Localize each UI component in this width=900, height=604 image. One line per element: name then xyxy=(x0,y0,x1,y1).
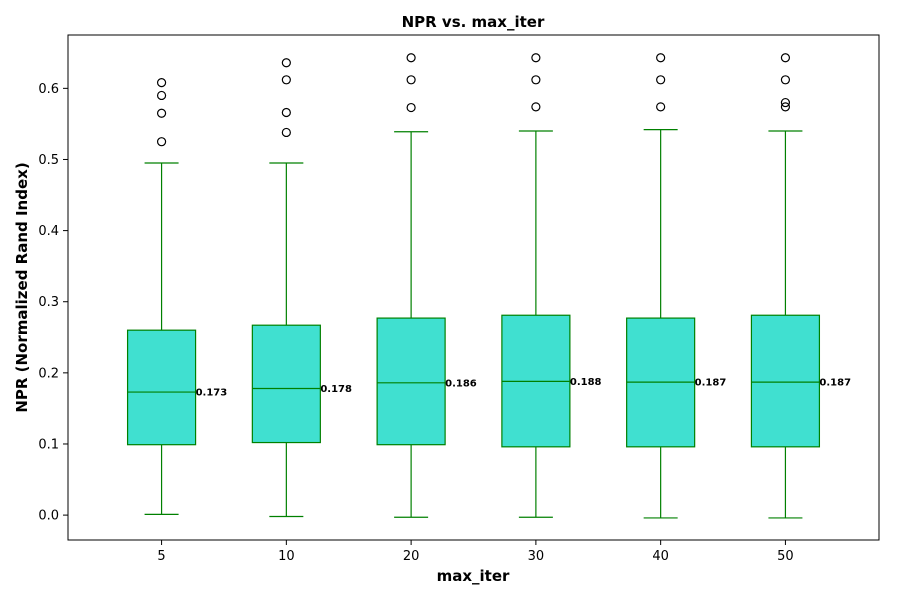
outlier-point xyxy=(281,107,291,118)
iqr-box xyxy=(376,317,446,446)
outlier-point xyxy=(406,75,416,85)
x-tick-label: 30 xyxy=(528,549,545,564)
median-value-label: 0.186 xyxy=(445,378,477,389)
outlier-point xyxy=(531,102,541,112)
outlier-point xyxy=(531,75,541,85)
median-value-label: 0.178 xyxy=(320,384,352,395)
plot-area: 0.0 0.1 0.2 0.3 0.4 0.5 0.6 5 10 20 30 40 50 0.173 0.1… xyxy=(38,53,851,564)
outlier-point xyxy=(531,53,541,63)
outlier-point xyxy=(281,75,291,85)
x-tick-label: 5 xyxy=(157,549,165,564)
iqr-box xyxy=(126,329,197,446)
y-tick-label: 0.1 xyxy=(38,437,59,452)
outlier-point xyxy=(156,90,167,101)
x-axis-label: max_iter xyxy=(437,567,510,585)
outlier-point xyxy=(156,108,167,118)
x-tick-label: 20 xyxy=(403,549,420,564)
outlier-point xyxy=(780,97,791,108)
outlier-point xyxy=(780,102,791,112)
median-value-label: 0.173 xyxy=(196,388,228,399)
y-axis-label: NPR (Normalized Rand Index) xyxy=(13,162,31,412)
median-value-label: 0.188 xyxy=(570,377,602,388)
chart-title: NPR vs. max_iter xyxy=(402,13,545,31)
y-tick-label: 0.2 xyxy=(38,366,59,381)
outlier-point xyxy=(780,75,791,85)
outlier-point xyxy=(780,53,791,63)
outlier-point xyxy=(281,127,291,138)
median-value-label: 0.187 xyxy=(819,378,851,389)
y-tick-label: 0.0 xyxy=(38,509,59,524)
outlier-point xyxy=(281,58,291,68)
outlier-point xyxy=(156,137,167,147)
x-tick-label: 50 xyxy=(777,549,794,564)
outlier-point xyxy=(156,78,167,88)
outlier-point xyxy=(656,53,666,63)
outlier-point xyxy=(656,75,666,85)
outlier-point xyxy=(406,102,416,113)
median-value-label: 0.187 xyxy=(695,378,727,389)
x-tick-label: 10 xyxy=(278,549,295,564)
outlier-point xyxy=(406,53,416,63)
plot-frame xyxy=(67,34,880,541)
iqr-box xyxy=(750,314,821,448)
y-tick-label: 0.4 xyxy=(38,224,59,239)
x-tick-label: 40 xyxy=(652,549,669,564)
iqr-box xyxy=(251,324,321,444)
y-tick-label: 0.6 xyxy=(38,82,59,97)
y-tick-label: 0.5 xyxy=(38,153,59,168)
y-tick-label: 0.3 xyxy=(38,295,59,310)
outlier-point xyxy=(656,102,666,112)
